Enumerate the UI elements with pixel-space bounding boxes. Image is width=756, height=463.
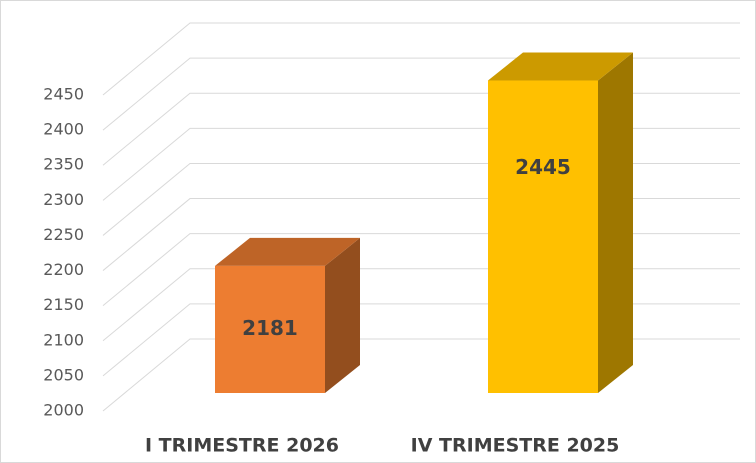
bar-side xyxy=(325,237,360,393)
x-tick-label: I TRIMESTRE 2026 xyxy=(145,435,339,457)
y-tick-label: 2250 xyxy=(43,225,84,244)
y-tick-label: 2400 xyxy=(43,120,84,139)
bar-side xyxy=(598,52,633,394)
bar-top xyxy=(488,52,633,81)
y-tick-label: 2200 xyxy=(43,260,84,279)
y-tick-label: 2350 xyxy=(43,155,84,174)
data-label: 2181 xyxy=(242,316,298,340)
y-tick-label: 2050 xyxy=(43,365,84,384)
y-tick-label: 2100 xyxy=(43,330,84,349)
grid-line xyxy=(102,22,740,96)
y-tick-label: 2000 xyxy=(43,401,84,420)
y-tick-label: 2300 xyxy=(43,190,84,209)
x-tick-label: IV TRIMESTRE 2025 xyxy=(411,435,620,457)
y-tick-label: 2150 xyxy=(43,295,84,314)
bar xyxy=(215,265,325,393)
bar xyxy=(488,80,598,393)
data-label: 2445 xyxy=(515,155,571,179)
bar-top xyxy=(215,237,360,266)
y-tick-label: 2450 xyxy=(43,85,84,104)
